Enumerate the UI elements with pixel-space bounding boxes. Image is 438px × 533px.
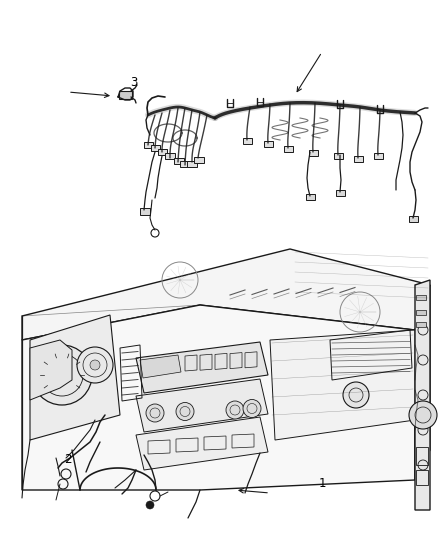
Polygon shape xyxy=(415,285,430,480)
Polygon shape xyxy=(22,305,415,490)
Polygon shape xyxy=(30,315,120,440)
Bar xyxy=(416,310,426,315)
Bar xyxy=(151,145,160,151)
Polygon shape xyxy=(30,340,72,400)
Bar xyxy=(165,153,175,159)
Circle shape xyxy=(146,501,154,509)
Polygon shape xyxy=(270,330,415,440)
Circle shape xyxy=(176,402,194,421)
Polygon shape xyxy=(136,379,268,432)
Circle shape xyxy=(243,400,261,417)
Bar xyxy=(264,141,273,147)
Bar xyxy=(158,149,167,155)
Bar xyxy=(194,157,204,163)
Bar xyxy=(0,0,438,28)
Bar xyxy=(416,295,426,300)
Bar xyxy=(140,208,150,215)
Text: 1: 1 xyxy=(318,478,326,490)
Circle shape xyxy=(54,367,70,383)
Bar xyxy=(374,153,383,159)
Polygon shape xyxy=(136,417,268,470)
Circle shape xyxy=(226,401,244,419)
Text: 2: 2 xyxy=(64,453,72,466)
Bar xyxy=(416,322,426,327)
Bar xyxy=(243,138,252,144)
Bar xyxy=(306,194,315,200)
Bar xyxy=(119,91,132,99)
Bar xyxy=(187,161,197,167)
Circle shape xyxy=(409,401,437,429)
Circle shape xyxy=(343,382,369,408)
Bar xyxy=(174,158,184,164)
Bar xyxy=(409,216,418,222)
Bar xyxy=(180,161,190,167)
Circle shape xyxy=(90,360,100,370)
Polygon shape xyxy=(22,249,430,340)
Bar xyxy=(336,190,345,196)
Polygon shape xyxy=(415,280,430,510)
Bar xyxy=(309,150,318,156)
Circle shape xyxy=(146,404,164,422)
Bar xyxy=(354,156,363,162)
Bar xyxy=(416,470,428,485)
Circle shape xyxy=(77,347,113,383)
Circle shape xyxy=(32,345,92,405)
Bar xyxy=(144,142,153,148)
Bar xyxy=(334,153,343,159)
Text: 3: 3 xyxy=(130,76,137,89)
Polygon shape xyxy=(136,342,268,393)
Polygon shape xyxy=(140,355,181,378)
Bar xyxy=(284,146,293,152)
Bar xyxy=(416,447,428,465)
